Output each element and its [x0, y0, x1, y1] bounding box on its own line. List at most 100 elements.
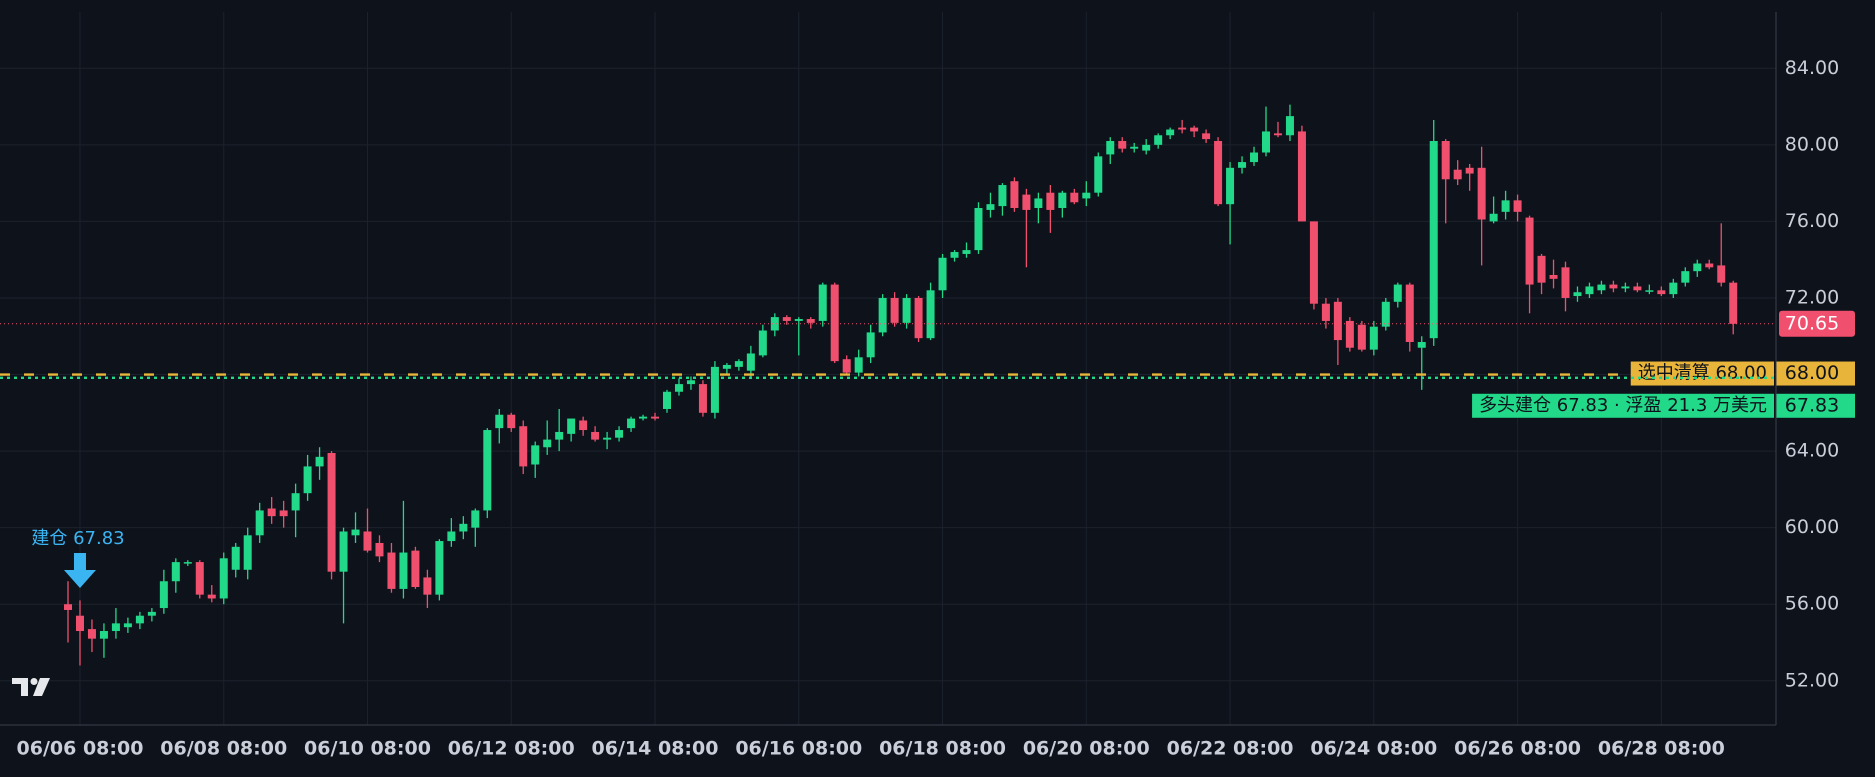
- x-tick-label: 06/12 08:00: [448, 738, 575, 760]
- candle-body: [1477, 167, 1486, 220]
- candle-body: [87, 629, 96, 639]
- candle-body: [686, 380, 695, 385]
- candle-body: [1094, 156, 1103, 193]
- annotation-arrow: [63, 553, 96, 588]
- candle-body: [1285, 116, 1294, 136]
- y-tick-label: 84.00: [1785, 57, 1839, 79]
- candle-body: [231, 546, 240, 570]
- candle-body: [1333, 301, 1342, 341]
- y-tick-label: 80.00: [1785, 133, 1839, 155]
- logo: [12, 678, 50, 696]
- candle-body: [1573, 292, 1582, 297]
- candle-body: [938, 257, 947, 291]
- x-tick-label: 06/14 08:00: [592, 738, 719, 760]
- candle-body: [1513, 200, 1522, 212]
- candle-body: [1345, 320, 1354, 348]
- candle-body: [1525, 217, 1534, 285]
- candle-body: [1465, 167, 1474, 174]
- candle-body: [639, 416, 648, 419]
- candle-body: [1501, 200, 1510, 212]
- candle-body: [663, 391, 671, 409]
- candle-body: [183, 562, 192, 564]
- tag-background: [1472, 393, 1774, 418]
- x-tick-label: 06/08 08:00: [160, 738, 287, 760]
- candle-body: [411, 550, 420, 587]
- candle-body: [243, 535, 252, 570]
- candle-body: [962, 250, 971, 254]
- candle-body: [1273, 133, 1282, 136]
- candle-body: [651, 416, 660, 419]
- candle-body: [459, 523, 468, 532]
- y-tick-label: 60.00: [1785, 516, 1839, 538]
- candle-body: [1693, 263, 1702, 272]
- candle-body: [219, 558, 228, 599]
- candle-body: [507, 414, 516, 429]
- logo-t: [12, 678, 28, 696]
- candle-body: [902, 297, 911, 323]
- candle-body: [770, 317, 779, 331]
- candle-body: [1106, 141, 1115, 155]
- candle-body: [543, 439, 552, 448]
- annotation-label: 建仓 67.83: [31, 528, 124, 549]
- candle-body: [1621, 286, 1630, 289]
- x-tick-label: 06/16 08:00: [735, 738, 862, 760]
- candle-body: [1321, 303, 1330, 321]
- candle-body: [1238, 162, 1247, 168]
- candle-body: [998, 185, 1007, 207]
- candle-body: [1058, 192, 1067, 209]
- candle-body: [1717, 265, 1726, 283]
- y-tick-label: 76.00: [1785, 210, 1839, 232]
- candle-body: [615, 430, 624, 438]
- candle-body: [195, 562, 204, 595]
- candle-body: [1202, 133, 1211, 140]
- candle-body: [818, 284, 827, 321]
- candle-body: [986, 204, 995, 210]
- candle-body: [399, 552, 408, 589]
- logo-v: [33, 678, 50, 696]
- candle-body: [1034, 198, 1043, 209]
- candle-body: [1705, 263, 1714, 268]
- candle-body: [758, 330, 767, 356]
- candle-body: [171, 562, 180, 582]
- candle-body: [1130, 146, 1139, 149]
- candle-body: [495, 414, 504, 429]
- candle-body: [698, 384, 707, 413]
- candle-body: [1669, 282, 1678, 295]
- candle-body: [99, 631, 108, 639]
- last-price-label: 70.65: [1785, 312, 1839, 334]
- candle-body: [1214, 141, 1223, 205]
- x-tick-label: 06/18 08:00: [879, 738, 1006, 760]
- candle-body: [1262, 131, 1270, 153]
- candle-body: [315, 456, 324, 467]
- candle-body: [627, 418, 636, 429]
- candle-body: [483, 430, 492, 511]
- candle-body: [710, 366, 719, 413]
- level-price-tag: 67.83: [1785, 394, 1839, 416]
- candle-body: [1441, 141, 1450, 180]
- candle-body: [567, 418, 576, 434]
- candle-body: [147, 611, 156, 616]
- candle-body: [890, 297, 899, 323]
- candles: [64, 104, 1738, 666]
- candle-body: [255, 510, 264, 536]
- candle-body: [363, 531, 372, 551]
- candle-body: [1561, 267, 1570, 298]
- y-tick-label: 56.00: [1785, 593, 1839, 615]
- candle-body: [519, 426, 528, 467]
- y-tick-label: 52.00: [1785, 669, 1839, 691]
- level-tag: 选中清算 68.00: [1638, 363, 1767, 384]
- candle-body: [555, 431, 564, 440]
- candle-body: [914, 297, 923, 339]
- candle-body: [1309, 221, 1318, 304]
- candle-body: [794, 319, 803, 321]
- candle-body: [1297, 131, 1306, 222]
- candle-body: [806, 319, 815, 323]
- logo-dot: [30, 678, 38, 685]
- candle-body: [842, 359, 851, 373]
- y-tick-label: 72.00: [1785, 286, 1839, 308]
- tag-background: [1630, 361, 1774, 386]
- candle-body: [1381, 301, 1390, 327]
- candle-body: [1118, 141, 1127, 149]
- candle-body: [123, 623, 132, 628]
